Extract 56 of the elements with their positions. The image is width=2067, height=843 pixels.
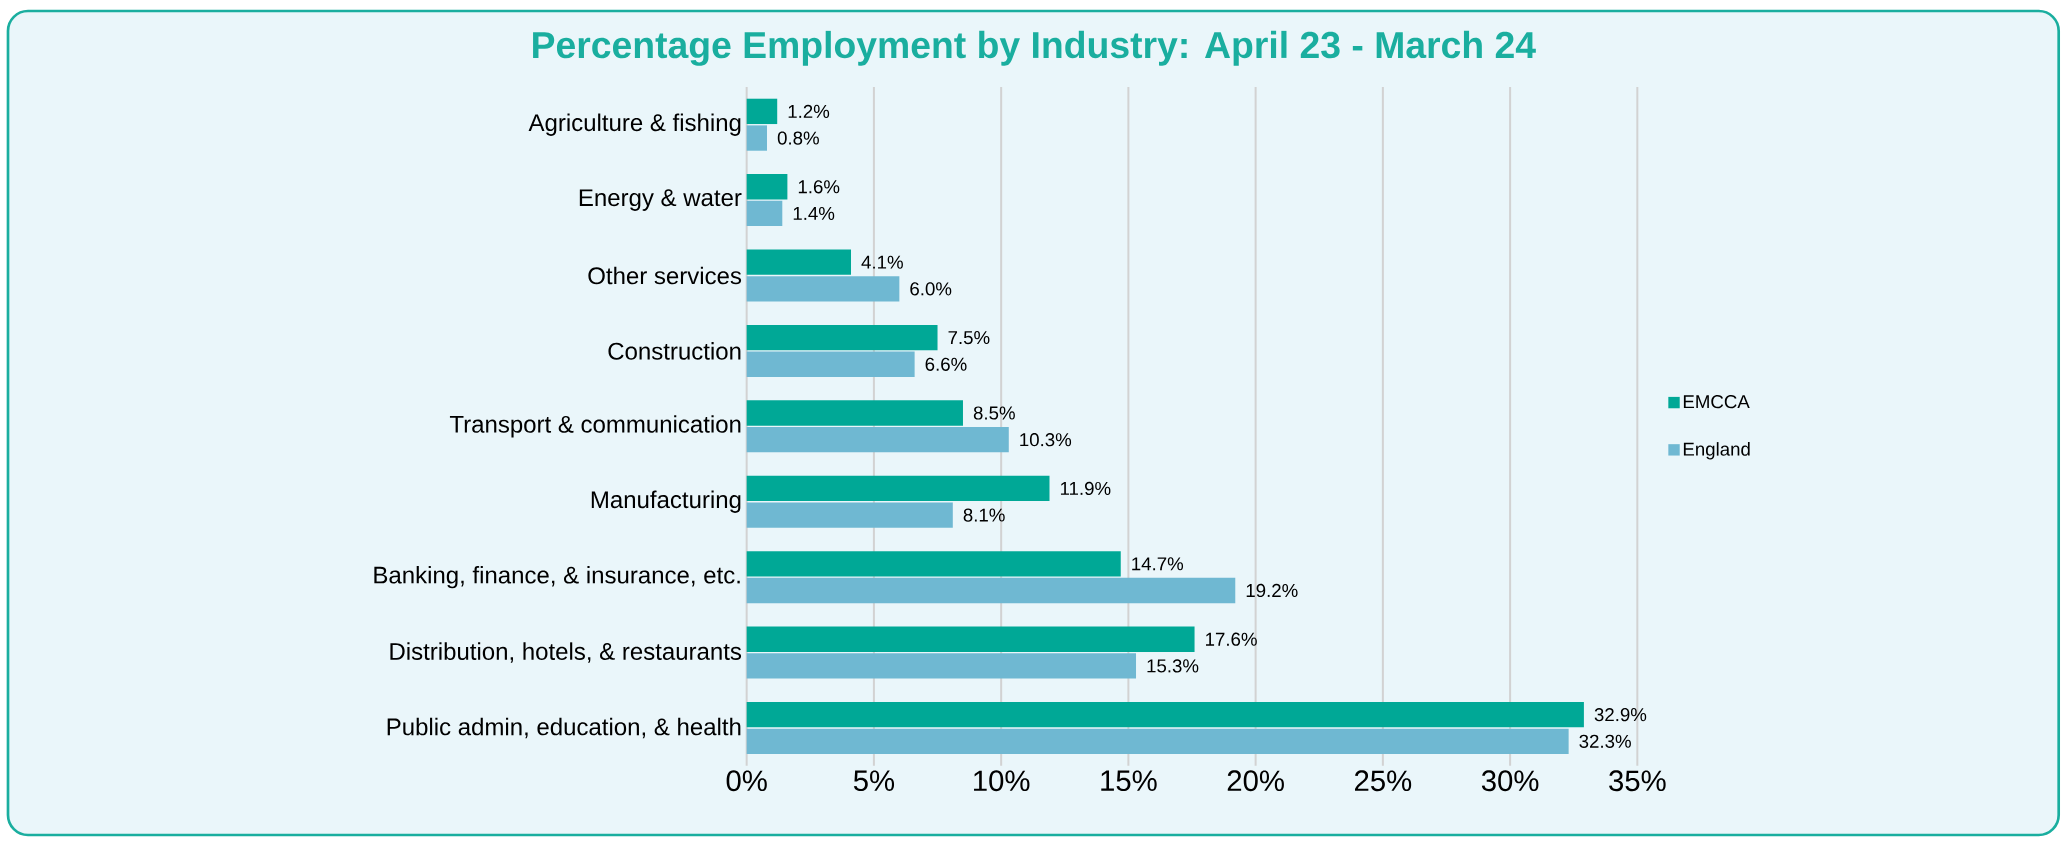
chart-title: Percentage Employment by Industry: April 23 - March 24 bbox=[533, 30, 1536, 66]
y-tick-label: Transport & communication bbox=[449, 415, 741, 438]
x-tick-label: 5% bbox=[853, 770, 895, 792]
data-label: 11.9% bbox=[1060, 481, 1111, 496]
bar bbox=[746, 502, 953, 528]
data-label: 17.6% bbox=[1206, 632, 1257, 646]
data-label: 7.5% bbox=[948, 331, 990, 345]
bar bbox=[746, 276, 900, 302]
y-tick-label: Other services bbox=[588, 266, 742, 285]
bar bbox=[746, 98, 778, 125]
data-label: 10.3% bbox=[1020, 433, 1072, 447]
y-tick-label: Public admin, education, & health bbox=[387, 717, 741, 739]
y-tick-label: Construction bbox=[608, 342, 741, 360]
bar bbox=[746, 400, 963, 426]
data-label: 4.1% bbox=[861, 255, 903, 269]
bar bbox=[746, 475, 1050, 502]
legend-label: EMCCA bbox=[1683, 395, 1750, 409]
bar bbox=[746, 626, 1195, 652]
data-label: 14.7% bbox=[1132, 557, 1184, 571]
bar bbox=[746, 551, 1121, 577]
x-tick-label: 35% bbox=[1609, 770, 1666, 792]
bar bbox=[746, 653, 1137, 679]
data-label: 8.5% bbox=[973, 406, 1015, 420]
data-label: 0.8% bbox=[777, 131, 819, 145]
bar bbox=[746, 174, 788, 200]
data-label: 32.9% bbox=[1594, 708, 1647, 722]
bar bbox=[746, 200, 783, 227]
data-label: 15.3% bbox=[1147, 659, 1199, 673]
x-tick-label: 0% bbox=[726, 770, 767, 792]
x-tick-label: 30% bbox=[1481, 770, 1539, 792]
y-tick-label: Agriculture & fishing bbox=[528, 113, 741, 136]
data-label: 1.6% bbox=[798, 180, 840, 194]
data-label: 32.3% bbox=[1579, 734, 1631, 748]
data-label: 1.2% bbox=[788, 104, 830, 118]
bar bbox=[746, 701, 1584, 728]
data-label: 1.4% bbox=[793, 206, 835, 220]
x-tick-label: 20% bbox=[1227, 770, 1284, 792]
legend-label: England bbox=[1683, 442, 1750, 460]
bar bbox=[746, 324, 938, 351]
data-label: 8.1% bbox=[963, 508, 1005, 522]
data-label: 6.0% bbox=[910, 282, 952, 296]
x-tick-label: 25% bbox=[1355, 770, 1412, 792]
bar bbox=[746, 351, 915, 377]
bar bbox=[746, 728, 1569, 754]
y-tick-label: Energy & water bbox=[579, 189, 742, 211]
x-tick-label: 15% bbox=[1101, 770, 1157, 792]
y-tick-label: Distribution, hotels, & restaurants bbox=[390, 642, 742, 663]
data-label: 6.6% bbox=[925, 357, 967, 371]
bar bbox=[746, 577, 1236, 604]
x-tick-label: 10% bbox=[974, 770, 1030, 792]
bar bbox=[746, 125, 768, 151]
y-tick-label: Manufacturing bbox=[591, 490, 741, 513]
bar bbox=[746, 249, 852, 275]
bar bbox=[746, 427, 1009, 453]
y-tick-label: Banking, finance, & insurance, etc. bbox=[374, 565, 740, 589]
data-label: 19.2% bbox=[1246, 583, 1298, 598]
